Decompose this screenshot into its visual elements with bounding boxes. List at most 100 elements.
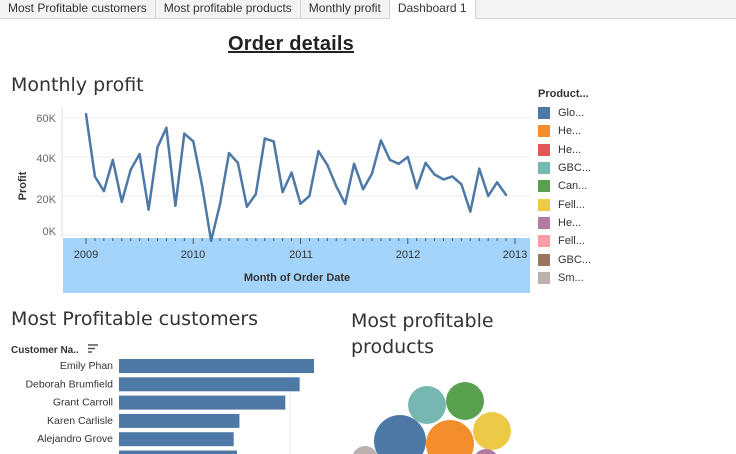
customer-profit-bar[interactable] bbox=[119, 359, 314, 373]
legend-label: Can... bbox=[558, 180, 588, 193]
profit-point[interactable] bbox=[174, 204, 177, 207]
legend-item[interactable]: Fell... bbox=[538, 232, 608, 250]
profit-point[interactable] bbox=[460, 183, 463, 186]
customer-column-header[interactable]: Customer Na.. bbox=[11, 345, 79, 356]
product-bubble[interactable] bbox=[473, 449, 499, 454]
product-bubble[interactable] bbox=[408, 386, 446, 424]
legend-item[interactable]: He... bbox=[538, 141, 608, 159]
y-tick-label: 40K bbox=[36, 153, 56, 165]
profit-point[interactable] bbox=[84, 112, 88, 116]
profit-point[interactable] bbox=[343, 202, 347, 205]
profit-point[interactable] bbox=[290, 171, 293, 174]
sort-descending-icon[interactable] bbox=[88, 344, 98, 353]
legend-item[interactable]: Glo... bbox=[538, 104, 608, 122]
profit-point[interactable] bbox=[495, 181, 499, 184]
y-tick-label: 20K bbox=[36, 194, 56, 206]
profit-point[interactable] bbox=[451, 175, 454, 178]
profit-point[interactable] bbox=[200, 185, 204, 188]
product-bubble[interactable] bbox=[446, 382, 484, 420]
profit-point[interactable] bbox=[326, 163, 329, 166]
legend-item[interactable]: GBC... bbox=[538, 250, 608, 268]
sheet-tab-bar: Most Profitable customers Most profitabl… bbox=[0, 0, 736, 19]
customers-title: Most Profitable customers bbox=[11, 308, 259, 330]
profit-point[interactable] bbox=[504, 193, 508, 197]
profit-point[interactable] bbox=[138, 152, 141, 156]
profit-point[interactable] bbox=[317, 149, 320, 153]
profit-point[interactable] bbox=[281, 190, 284, 194]
profit-point[interactable] bbox=[335, 185, 338, 188]
profit-point[interactable] bbox=[379, 139, 383, 142]
customer-profit-bar[interactable] bbox=[119, 395, 286, 410]
profit-point[interactable] bbox=[469, 210, 472, 213]
tab-monthly-profit[interactable]: Monthly profit bbox=[300, 0, 390, 18]
monthly-profit-chart[interactable]: Profit 60K 40K 20K 0K 2009 2010 2011 201… bbox=[0, 98, 535, 295]
customer-profit-bar[interactable] bbox=[119, 432, 234, 447]
legend-item[interactable]: Sm... bbox=[538, 269, 608, 287]
profit-point[interactable] bbox=[165, 126, 168, 129]
products-title-line2: products bbox=[351, 336, 434, 358]
legend-label: Fell... bbox=[558, 235, 585, 248]
product-bubble[interactable] bbox=[374, 415, 426, 454]
product-bubble[interactable] bbox=[352, 446, 378, 454]
tab-most-profitable-customers[interactable]: Most Profitable customers bbox=[0, 0, 156, 18]
profit-point[interactable] bbox=[272, 140, 275, 143]
profit-point[interactable] bbox=[442, 178, 445, 181]
customer-profit-bar-partial[interactable] bbox=[119, 450, 237, 454]
profit-point[interactable] bbox=[156, 146, 159, 149]
legend-item[interactable]: Can... bbox=[538, 177, 608, 195]
profit-series-line[interactable] bbox=[84, 113, 508, 243]
product-bubble[interactable] bbox=[426, 420, 474, 454]
legend-label: He... bbox=[558, 216, 582, 229]
profit-point[interactable] bbox=[370, 172, 374, 175]
profit-point[interactable] bbox=[147, 208, 150, 211]
tab-most-profitable-products[interactable]: Most profitable products bbox=[155, 0, 301, 18]
product-bubble[interactable] bbox=[473, 412, 511, 450]
profit-point[interactable] bbox=[478, 167, 481, 170]
profit-point[interactable] bbox=[397, 162, 401, 166]
profit-point[interactable] bbox=[433, 173, 436, 176]
legend-item[interactable]: Fell... bbox=[538, 195, 608, 213]
legend-label: Fell... bbox=[558, 198, 585, 211]
profit-point[interactable] bbox=[352, 162, 356, 166]
legend-item[interactable]: He... bbox=[538, 214, 608, 232]
profit-point[interactable] bbox=[361, 187, 365, 191]
profit-point[interactable] bbox=[308, 194, 311, 198]
profit-point[interactable] bbox=[486, 194, 490, 198]
customer-name-label: Deborah Brumfield bbox=[25, 378, 113, 390]
profit-point[interactable] bbox=[299, 202, 302, 205]
legend-swatch bbox=[538, 235, 550, 248]
profit-point[interactable] bbox=[227, 151, 231, 155]
legend-swatch bbox=[538, 216, 550, 229]
customers-bar-chart[interactable]: Customer Na.. Emily Phan Deborah Brumfiel… bbox=[0, 338, 330, 454]
profit-point[interactable] bbox=[209, 239, 213, 243]
profit-point[interactable] bbox=[102, 189, 106, 193]
profit-point[interactable] bbox=[245, 205, 249, 208]
dashboard-title: Order details bbox=[228, 33, 354, 55]
profit-point[interactable] bbox=[218, 202, 222, 205]
legend-item[interactable]: He... bbox=[538, 122, 608, 140]
profit-point[interactable] bbox=[111, 158, 115, 162]
profit-point[interactable] bbox=[263, 137, 266, 140]
profit-point[interactable] bbox=[236, 161, 240, 165]
profit-point[interactable] bbox=[192, 140, 195, 143]
profit-point[interactable] bbox=[388, 158, 392, 162]
profit-point[interactable] bbox=[120, 200, 123, 204]
customer-profit-bar[interactable] bbox=[119, 413, 240, 428]
legend-item[interactable]: GBC... bbox=[538, 159, 608, 177]
profit-point[interactable] bbox=[93, 175, 97, 178]
customer-profit-bar[interactable] bbox=[119, 377, 300, 392]
legend-label: Glo... bbox=[558, 107, 585, 120]
profit-point[interactable] bbox=[415, 187, 418, 190]
products-title: Most profitable products bbox=[351, 308, 494, 360]
profit-point[interactable] bbox=[424, 161, 427, 165]
legend-label: He... bbox=[558, 125, 582, 138]
y-tick-labels: 60K 40K 20K 0K bbox=[36, 113, 56, 238]
tab-dashboard-1[interactable]: Dashboard 1 bbox=[389, 0, 476, 19]
profit-point[interactable] bbox=[183, 132, 186, 135]
profit-point[interactable] bbox=[129, 168, 132, 171]
products-bubble-chart[interactable] bbox=[340, 370, 540, 454]
legend-swatch bbox=[538, 143, 550, 156]
profit-point[interactable] bbox=[254, 192, 258, 196]
profit-point[interactable] bbox=[406, 155, 409, 159]
customer-name-label: Karen Carlisle bbox=[47, 415, 113, 427]
